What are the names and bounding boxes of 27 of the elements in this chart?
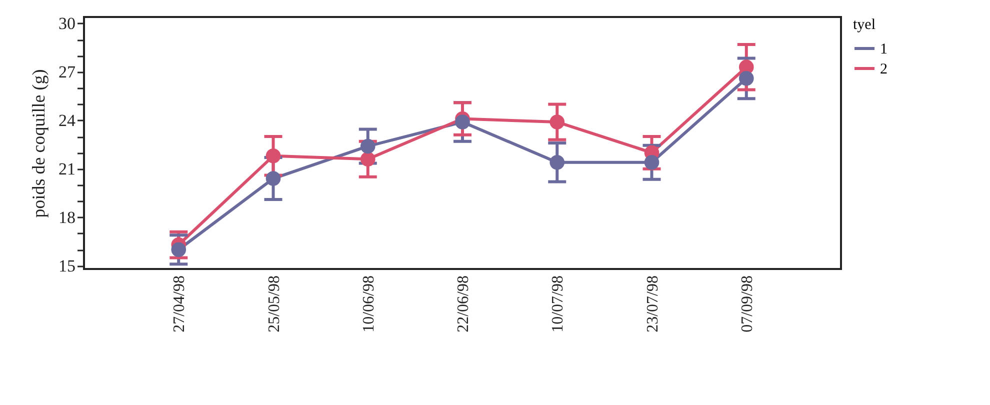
y-tick-label: 30 [58,14,76,33]
y-tick-label: 15 [58,256,76,276]
x-tick-label: 22/06/98 [455,276,472,332]
x-tick-label: 10/07/98 [550,276,567,332]
y-axis-title: poids de coquille (g) [28,69,48,218]
point [550,114,565,130]
point [550,154,565,170]
x-tick-label: 23/07/98 [644,276,662,332]
legend-title: tyel [853,17,876,33]
point [266,171,281,186]
point [360,152,376,167]
point [266,148,281,164]
x-tick-label: 07/09/98 [738,276,756,332]
y-tick-label: 18 [58,208,76,227]
x-tick-label: 27/04/98 [171,276,188,332]
point [171,242,186,258]
point [644,154,660,170]
y-tick-label: 24 [58,110,76,130]
y-tick-label: 27 [58,62,76,82]
legend-label: 1 [880,42,888,58]
point [738,70,754,86]
point [455,114,470,130]
x-tick-label: 10/06/98 [360,276,378,332]
x-tick-label: 25/05/98 [266,276,283,332]
y-tick-label: 21 [58,159,76,178]
legend-label: 2 [880,62,888,78]
point [360,138,376,154]
